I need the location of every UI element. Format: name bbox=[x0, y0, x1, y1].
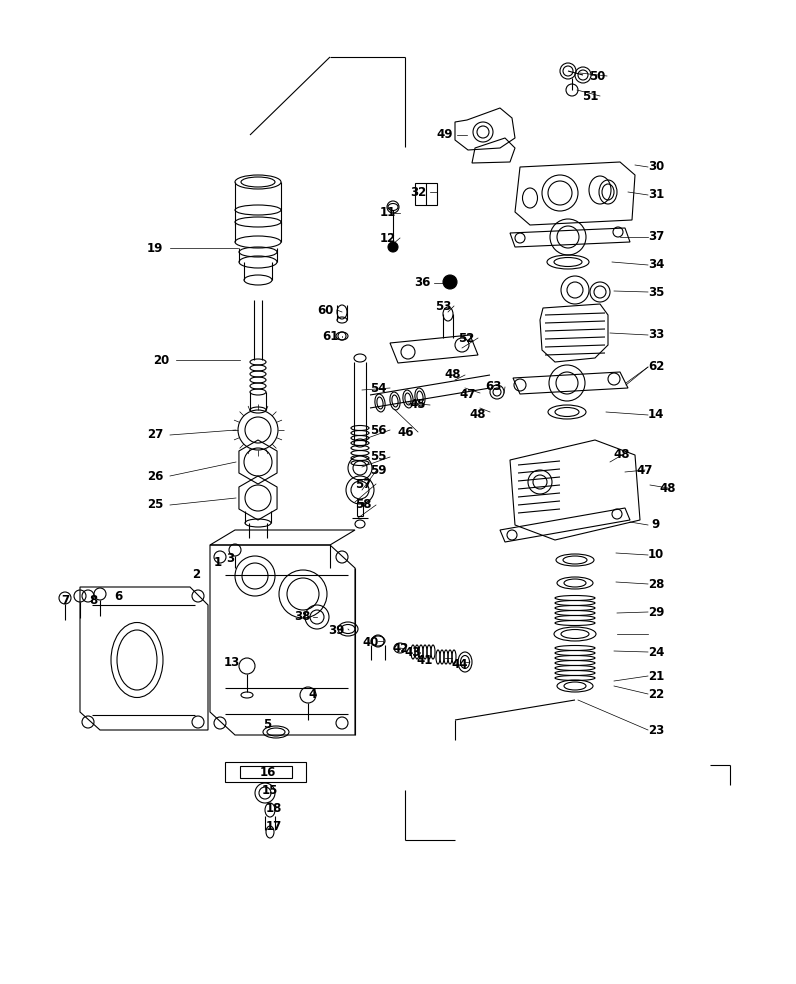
Text: 54: 54 bbox=[370, 382, 386, 395]
Text: 26: 26 bbox=[146, 469, 163, 482]
Text: 9: 9 bbox=[652, 519, 660, 531]
Text: 37: 37 bbox=[648, 230, 664, 243]
Text: 5: 5 bbox=[263, 718, 271, 731]
Text: 58: 58 bbox=[355, 499, 371, 512]
Text: 50: 50 bbox=[589, 70, 605, 83]
Text: 4: 4 bbox=[309, 689, 317, 702]
Text: 29: 29 bbox=[648, 605, 664, 619]
Text: 36: 36 bbox=[414, 277, 430, 289]
Text: 46: 46 bbox=[398, 425, 414, 439]
Text: 2: 2 bbox=[192, 569, 200, 582]
Text: 12: 12 bbox=[380, 231, 396, 244]
Text: 42: 42 bbox=[392, 643, 409, 655]
Text: 34: 34 bbox=[648, 259, 664, 272]
Text: 18: 18 bbox=[266, 802, 283, 815]
Text: 51: 51 bbox=[582, 90, 598, 102]
Text: 16: 16 bbox=[259, 767, 276, 779]
Circle shape bbox=[388, 242, 398, 252]
Text: 11: 11 bbox=[380, 207, 396, 219]
Text: 7: 7 bbox=[61, 593, 69, 606]
Text: 48: 48 bbox=[445, 368, 461, 382]
Text: 27: 27 bbox=[147, 428, 163, 442]
Text: 43: 43 bbox=[405, 646, 421, 658]
Text: 25: 25 bbox=[146, 499, 163, 512]
Text: 40: 40 bbox=[363, 637, 379, 649]
Text: 30: 30 bbox=[648, 160, 664, 173]
Text: 33: 33 bbox=[648, 329, 664, 341]
Text: 48: 48 bbox=[470, 408, 486, 421]
Text: 1: 1 bbox=[214, 557, 222, 570]
Text: 53: 53 bbox=[435, 299, 451, 313]
Text: 23: 23 bbox=[648, 723, 664, 736]
Text: 28: 28 bbox=[648, 578, 664, 590]
Text: 35: 35 bbox=[648, 285, 664, 298]
Text: 55: 55 bbox=[370, 451, 386, 463]
Text: 59: 59 bbox=[370, 464, 386, 477]
Text: 47: 47 bbox=[460, 389, 476, 401]
Text: 52: 52 bbox=[458, 332, 474, 344]
Circle shape bbox=[443, 275, 457, 289]
Text: 6: 6 bbox=[114, 589, 122, 602]
Text: 20: 20 bbox=[153, 353, 169, 366]
Text: 13: 13 bbox=[224, 655, 240, 668]
Text: 14: 14 bbox=[648, 408, 664, 421]
Text: 62: 62 bbox=[648, 360, 664, 374]
Text: 3: 3 bbox=[226, 551, 234, 565]
Text: 32: 32 bbox=[410, 186, 426, 199]
Text: 41: 41 bbox=[417, 653, 433, 666]
Text: 45: 45 bbox=[410, 399, 426, 411]
Text: 24: 24 bbox=[648, 646, 664, 658]
Text: 60: 60 bbox=[317, 303, 334, 317]
Text: 17: 17 bbox=[266, 820, 282, 832]
Text: 39: 39 bbox=[328, 624, 344, 637]
Text: 56: 56 bbox=[370, 423, 386, 437]
Text: 15: 15 bbox=[262, 784, 278, 797]
Text: 47: 47 bbox=[637, 463, 654, 476]
Text: 8: 8 bbox=[89, 593, 97, 606]
Text: 19: 19 bbox=[146, 241, 163, 255]
Text: 57: 57 bbox=[355, 477, 371, 490]
Text: 22: 22 bbox=[648, 688, 664, 701]
Text: 21: 21 bbox=[648, 669, 664, 683]
Text: 63: 63 bbox=[485, 381, 501, 394]
Text: 44: 44 bbox=[452, 657, 468, 670]
Text: 31: 31 bbox=[648, 189, 664, 202]
Text: 38: 38 bbox=[294, 610, 310, 624]
Text: 48: 48 bbox=[660, 481, 677, 495]
Text: 61: 61 bbox=[322, 331, 338, 343]
Bar bbox=[415, 183, 437, 205]
Text: 10: 10 bbox=[648, 548, 664, 562]
Text: 49: 49 bbox=[437, 129, 453, 142]
Text: 48: 48 bbox=[614, 449, 630, 461]
